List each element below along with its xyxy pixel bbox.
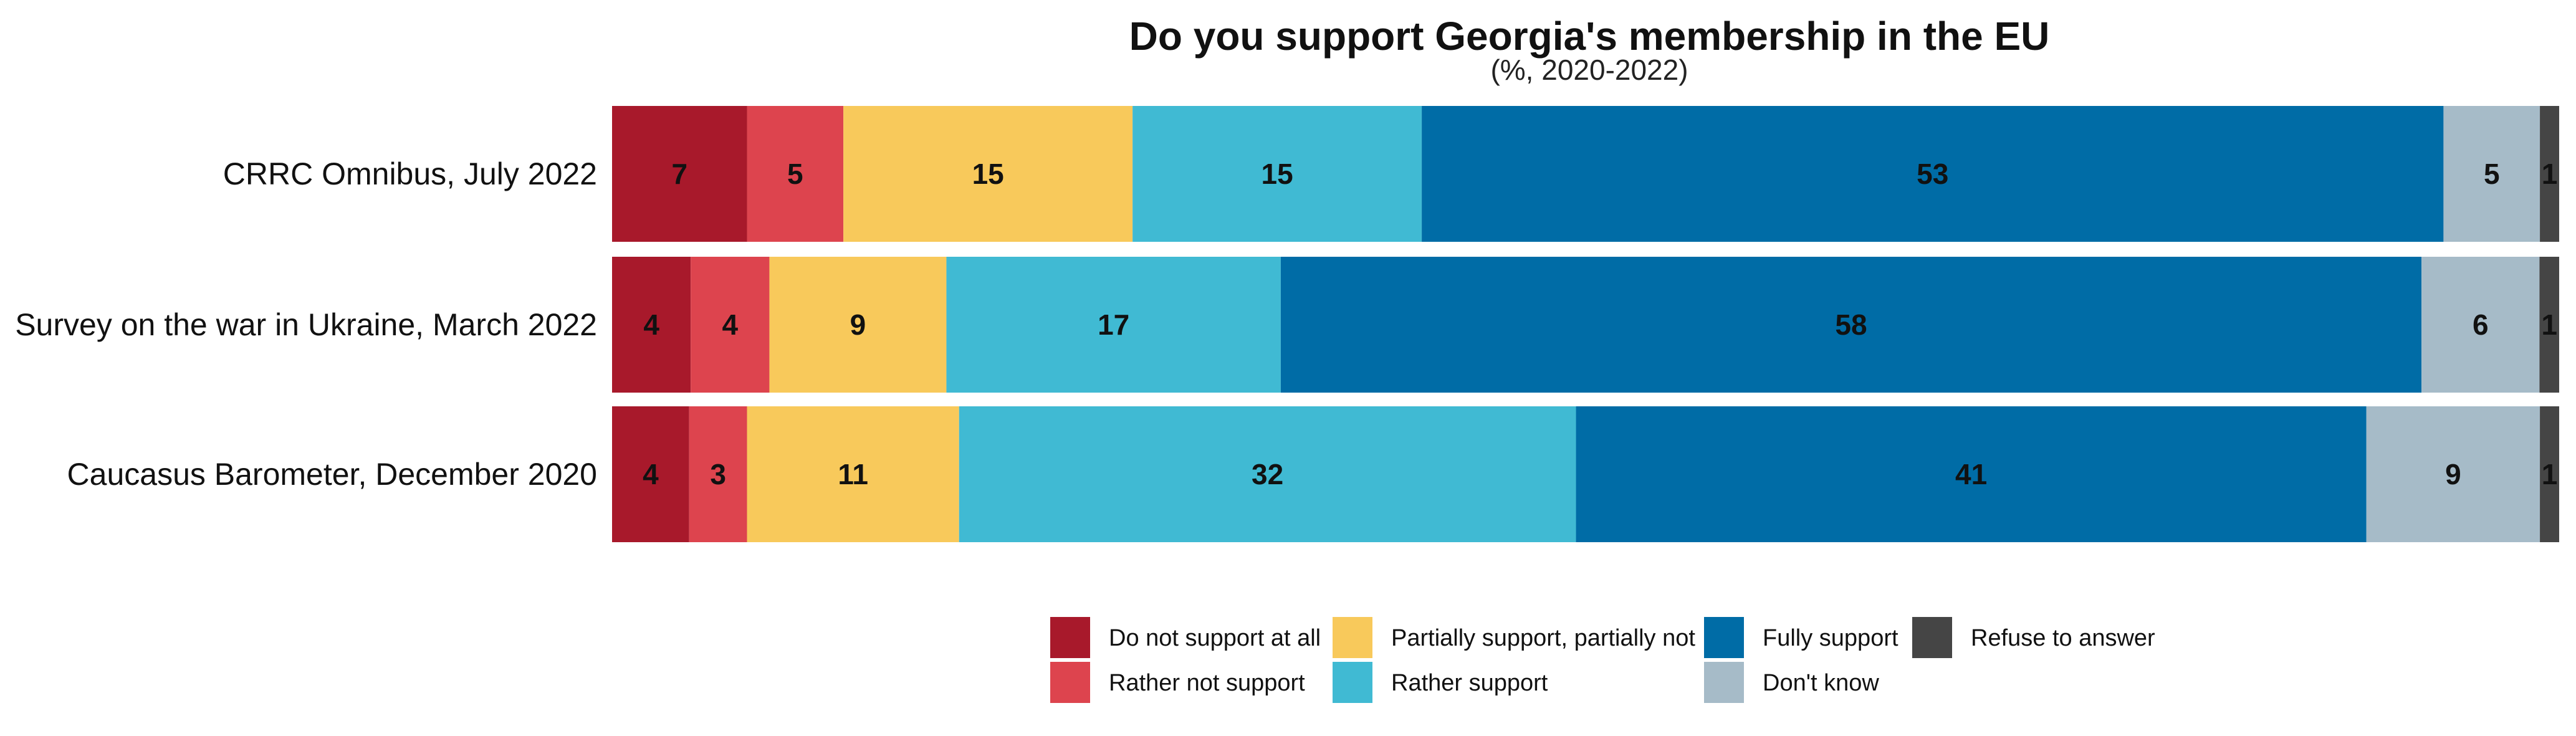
data-label: 9: [850, 308, 866, 341]
bar-segment-fully-support: [1576, 406, 2367, 542]
data-label: 5: [787, 158, 803, 190]
data-label: 4: [643, 308, 659, 341]
data-label: 32: [1252, 458, 1283, 490]
legend-swatch-rather-support: [1333, 662, 1372, 703]
bar-segment-fully-support: [1422, 106, 2444, 242]
legend: Do not support at all Partially support, …: [1050, 617, 2155, 703]
bar-segment-don-t-know: [2443, 106, 2540, 242]
bar-segment-do-not-support-at-all: [612, 257, 691, 393]
legend-label: Partially support, partially not: [1391, 625, 1695, 651]
bar-segment-do-not-support-at-all: [612, 106, 747, 242]
legend-swatch-refuse-to-answer: [1912, 617, 1952, 658]
data-label: 11: [838, 458, 868, 490]
bar-segment-refuse-to-answer: [2540, 106, 2559, 242]
legend-label: Don't know: [1763, 670, 1879, 696]
legend-label: Rather not support: [1109, 670, 1305, 696]
data-label: 15: [1262, 158, 1293, 190]
data-label: 17: [1098, 308, 1129, 341]
legend-swatch-rather-not-support: [1050, 662, 1090, 703]
bar-segment-rather-support: [1132, 106, 1422, 242]
data-label: 5: [2484, 158, 2500, 190]
legend-label: Do not support at all: [1109, 625, 1321, 651]
data-label: 4: [643, 458, 659, 490]
legend-label: Fully support: [1763, 625, 1898, 651]
bar-segment-rather-not-support: [691, 257, 770, 393]
data-label: 58: [1835, 308, 1867, 341]
bar-segment-rather-support: [959, 406, 1576, 542]
legend-label: Refuse to answer: [1971, 625, 2155, 651]
data-label: 9: [2445, 458, 2461, 490]
legend-swatch-don-t-know: [1704, 662, 1744, 703]
data-label: 6: [2473, 308, 2489, 341]
bar-segment-refuse-to-answer: [2539, 257, 2559, 393]
bar-segment-partially-support-partially-not: [769, 257, 947, 393]
data-label: 1: [2542, 158, 2558, 190]
bar-segment-partially-support-partially-not: [843, 106, 1133, 242]
bar-segment-don-t-know: [2366, 406, 2540, 542]
bar-segment-rather-not-support: [747, 106, 844, 242]
category-label: Caucasus Barometer, December 2020: [67, 457, 597, 492]
plot-area: CRRC Omnibus, July 2022 7 5 15 15 53 5 1 Survey …: [15, 106, 2559, 542]
category-label: CRRC Omnibus, July 2022: [223, 156, 597, 191]
chart-subtitle: (%, 2020-2022): [1490, 54, 1688, 86]
bar-segment-partially-support-partially-not: [747, 406, 959, 542]
data-label: 3: [710, 458, 726, 490]
bar-segment-rather-support: [946, 257, 1281, 393]
legend-swatch-fully-support: [1704, 617, 1744, 658]
chart-title: Do you support Georgia's membership in t…: [1129, 14, 2050, 59]
category-label: Survey on the war in Ukraine, March 2022: [15, 307, 597, 342]
bar-segment-fully-support: [1280, 257, 2422, 393]
data-label: 15: [972, 158, 1004, 190]
bar-segment-refuse-to-answer: [2540, 406, 2559, 542]
data-label: 1: [2541, 308, 2557, 341]
bar-segment-don-t-know: [2421, 257, 2540, 393]
data-label: 7: [671, 158, 687, 190]
legend-swatch-do-not-support-at-all: [1050, 617, 1090, 658]
bar-segment-rather-not-support: [689, 406, 747, 542]
legend-swatch-partially-support-partially-not: [1333, 617, 1372, 658]
data-label: 4: [722, 308, 739, 341]
legend-label: Rather support: [1391, 670, 1548, 696]
data-label: 53: [1917, 158, 1948, 190]
data-label: 41: [1955, 458, 1987, 490]
bar-segment-do-not-support-at-all: [612, 406, 689, 542]
data-label: 1: [2542, 458, 2558, 490]
